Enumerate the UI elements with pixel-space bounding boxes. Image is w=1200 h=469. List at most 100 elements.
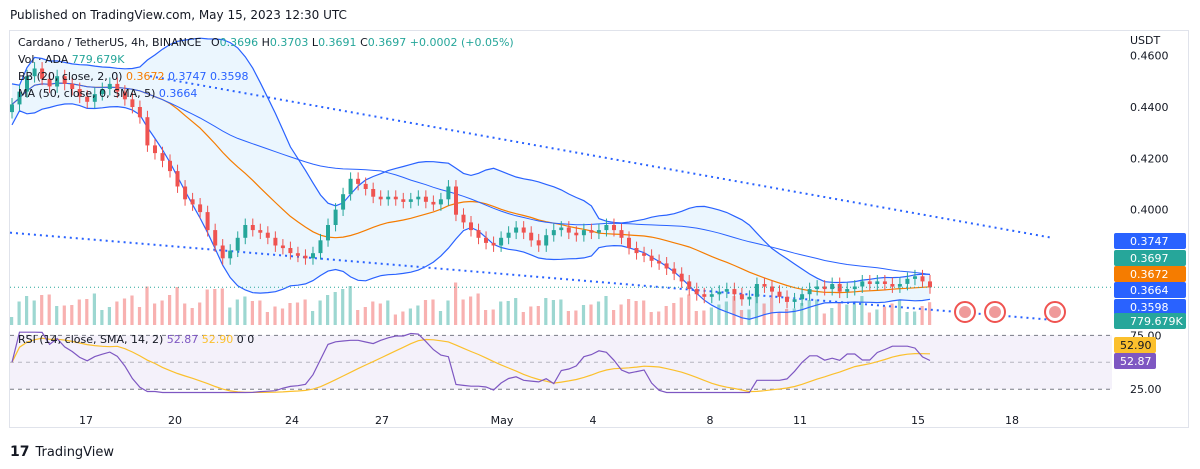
volume-bar <box>807 300 811 325</box>
candle-body <box>890 284 895 287</box>
candle-body <box>423 196 428 202</box>
candle-body <box>431 201 436 205</box>
price-tag-label: 0.3672 <box>1130 268 1169 281</box>
rsi-tick-label: 25.00 <box>1130 383 1162 396</box>
bb-label[interactable]: BB (20, close, 2, 0) <box>18 70 123 83</box>
lower-trendline <box>9 231 1053 321</box>
volume-bar <box>190 308 194 325</box>
volume-bar <box>702 310 706 325</box>
candle-body <box>190 199 195 205</box>
candle-body <box>371 189 376 197</box>
candle-body <box>852 286 857 290</box>
bb-legend: BB (20, close, 2, 0) 0.3672 0.3747 0.359… <box>18 70 248 83</box>
high-value: 0.3703 <box>269 36 309 49</box>
volume-bar <box>845 304 849 325</box>
ma-label[interactable]: MA (50, close, 0, SMA, 5) <box>18 87 156 100</box>
volume-bar <box>10 317 14 325</box>
brand-name[interactable]: TradingView <box>35 444 115 460</box>
candle-body <box>115 83 120 92</box>
candle-body <box>679 273 684 282</box>
candle-body <box>47 78 52 87</box>
rsi-ma-line <box>11 337 931 393</box>
candle-body <box>717 291 722 295</box>
volume-bar <box>356 310 360 325</box>
candle-body <box>416 196 421 200</box>
candle-body <box>469 222 473 231</box>
low-label: L <box>311 36 319 49</box>
rsi-value: 52.87 <box>166 333 199 346</box>
candle-body <box>732 289 737 295</box>
candle-body <box>280 245 285 249</box>
low-value: 0.3691 <box>318 36 357 49</box>
volume-bar <box>875 309 879 325</box>
volume-bar <box>506 301 510 325</box>
rsi-line <box>11 331 931 394</box>
candle-body <box>363 183 368 189</box>
volume-bar <box>303 299 307 325</box>
price-tag <box>1114 313 1186 329</box>
candle-body <box>913 276 917 279</box>
rsi-tag <box>1114 337 1156 353</box>
symbol-label[interactable]: Cardano / TetherUS, 4h, BINANCE <box>18 36 202 49</box>
volume-bar <box>423 300 428 325</box>
candle-body <box>137 107 142 118</box>
candle-body <box>928 281 932 288</box>
candle-body <box>205 212 210 231</box>
volume-label[interactable]: Vol · ADA <box>18 53 69 66</box>
candle-body <box>408 199 413 202</box>
candle-body <box>860 281 865 287</box>
candle-body <box>785 296 789 302</box>
candle-body <box>867 281 872 284</box>
bb-basis-value: 0.3672 <box>125 70 165 83</box>
candle-body <box>604 225 609 231</box>
us-flag-icon-inner <box>1049 306 1061 318</box>
volume-bar <box>897 300 902 325</box>
volume-bar <box>198 302 202 325</box>
time-tick-label: 8 <box>707 414 714 427</box>
open-value: 0.3696 <box>219 36 259 49</box>
candle-body <box>627 237 631 249</box>
volume-bar <box>491 309 495 325</box>
volume-bar <box>642 300 646 325</box>
volume-bar <box>446 300 450 325</box>
volume-bar <box>860 296 864 325</box>
volume-bar <box>476 293 480 325</box>
candle-body <box>326 225 330 241</box>
volume-bar <box>754 296 759 325</box>
candle-body <box>62 76 67 84</box>
volume-bar <box>205 289 209 325</box>
candle-body <box>243 225 248 238</box>
candle-body <box>213 230 218 246</box>
publish-text: Published on TradingView.com, May 15, 20… <box>10 8 347 22</box>
candle-body <box>198 204 203 213</box>
volume-bar <box>47 294 51 325</box>
volume-bar <box>574 310 578 325</box>
candle-body <box>258 230 263 233</box>
tradingview-logo-icon[interactable]: 17 <box>10 444 30 460</box>
volume-bar <box>17 301 21 325</box>
volume-bar <box>153 303 157 325</box>
volume-bar <box>687 294 691 325</box>
price-axis-currency: USDT <box>1130 34 1161 47</box>
volume-bar <box>461 299 465 325</box>
candle-body <box>792 299 797 302</box>
volume-bar <box>724 301 728 325</box>
candle-body <box>55 76 60 87</box>
candle-body <box>32 68 37 77</box>
candle-body <box>461 214 466 223</box>
volume-bar <box>785 309 789 325</box>
volume-legend: Vol · ADA 779.679K <box>18 53 124 66</box>
rsi-label[interactable]: RSI (14, close, SMA, 14, 2) <box>18 333 164 346</box>
volume-bar <box>130 295 134 325</box>
candle-body <box>183 186 188 200</box>
candle-body <box>333 209 338 225</box>
volume-bar <box>800 303 804 325</box>
volume-bar <box>70 305 74 325</box>
volume-value: 779.679K <box>71 53 125 66</box>
volume-bar <box>160 300 164 325</box>
candle-body <box>295 253 300 256</box>
volume-bar <box>566 311 570 325</box>
candle-body <box>694 289 699 295</box>
volume-bar <box>454 282 458 325</box>
